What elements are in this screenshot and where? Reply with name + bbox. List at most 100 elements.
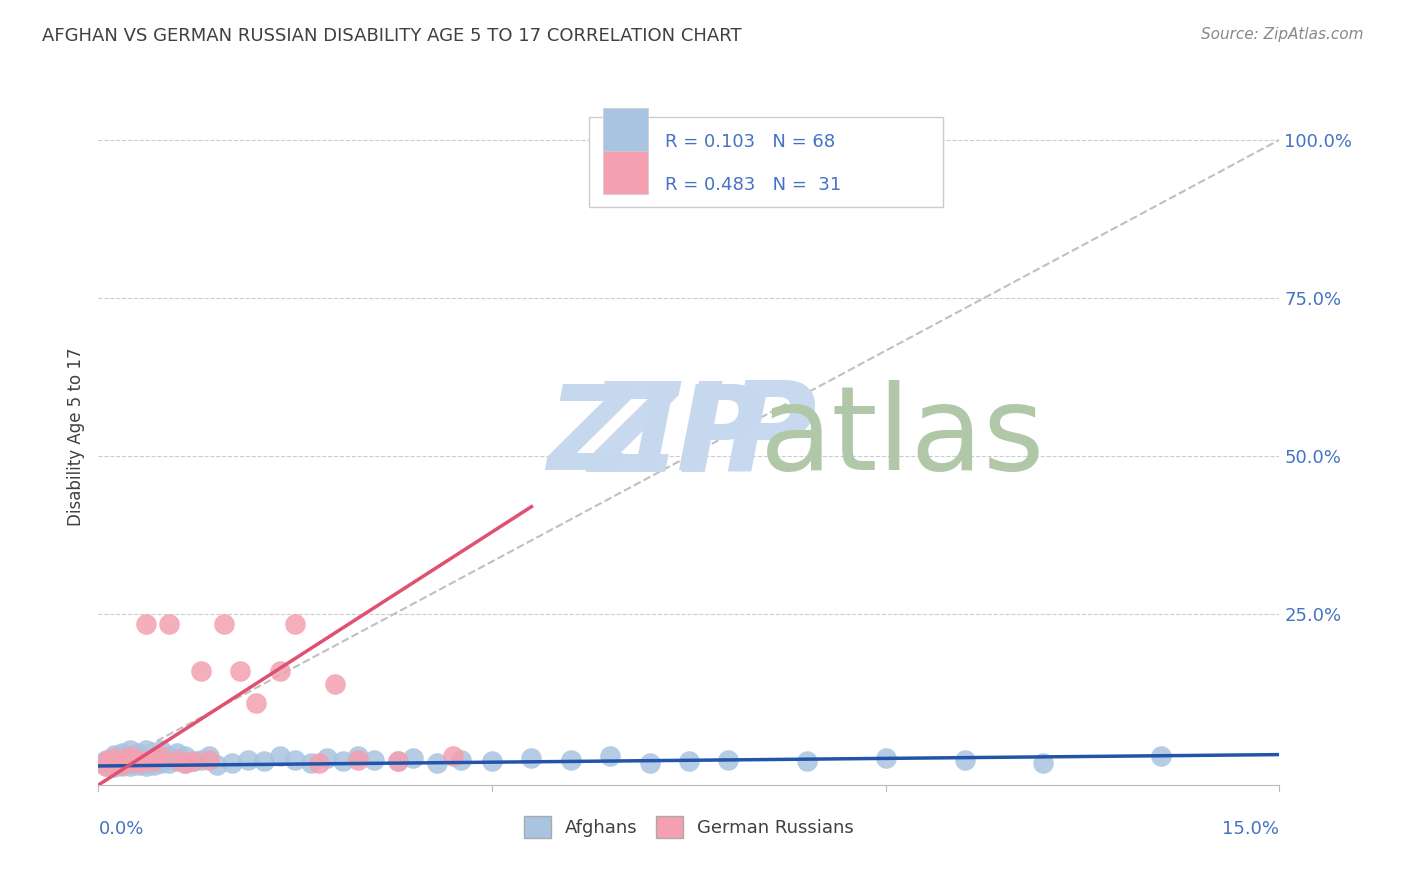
Point — [796, 754, 818, 768]
Point — [135, 743, 157, 757]
Point — [347, 753, 370, 767]
Point — [135, 759, 157, 773]
Text: AFGHAN VS GERMAN RUSSIAN DISABILITY AGE 5 TO 17 CORRELATION CHART: AFGHAN VS GERMAN RUSSIAN DISABILITY AGE … — [42, 27, 742, 45]
Point — [142, 754, 165, 768]
Text: ZIPatlas: ZIPatlas — [589, 376, 1160, 498]
Point — [166, 753, 188, 767]
Point — [135, 753, 157, 767]
Point — [638, 756, 661, 770]
Point — [111, 759, 134, 773]
Point — [142, 754, 165, 768]
Point — [174, 749, 197, 764]
Point — [181, 754, 204, 768]
Text: 0.0%: 0.0% — [98, 820, 143, 838]
Point — [229, 664, 252, 678]
Point — [127, 751, 149, 765]
Point — [953, 753, 976, 767]
Point — [127, 753, 149, 767]
Point — [111, 756, 134, 770]
Point — [197, 749, 219, 764]
Point — [214, 616, 236, 631]
Point — [221, 756, 243, 770]
Point — [135, 756, 157, 770]
Point — [174, 756, 197, 770]
Point — [103, 760, 125, 774]
Point — [96, 759, 118, 773]
Point — [96, 756, 118, 770]
Point — [135, 616, 157, 631]
Point — [103, 751, 125, 765]
Point — [875, 751, 897, 765]
Point — [402, 751, 425, 765]
Point — [103, 757, 125, 772]
Point — [135, 754, 157, 768]
Point — [142, 757, 165, 772]
Point — [103, 754, 125, 768]
Point — [118, 754, 141, 768]
Point — [181, 754, 204, 768]
Point — [190, 664, 212, 678]
Point — [323, 677, 346, 691]
FancyBboxPatch shape — [603, 151, 648, 194]
Point — [1150, 749, 1173, 764]
Point — [253, 754, 276, 768]
Legend: Afghans, German Russians: Afghans, German Russians — [516, 809, 862, 846]
Point — [197, 753, 219, 767]
Point — [111, 749, 134, 764]
Point — [426, 756, 449, 770]
Text: R = 0.103   N = 68: R = 0.103 N = 68 — [665, 134, 835, 152]
Point — [127, 747, 149, 761]
Point — [1032, 756, 1054, 770]
Point — [174, 756, 197, 770]
Point — [111, 757, 134, 772]
Point — [150, 753, 173, 767]
Point — [205, 757, 228, 772]
Text: ZIP: ZIP — [589, 376, 817, 498]
Point — [166, 754, 188, 768]
Point — [315, 751, 337, 765]
Point — [166, 747, 188, 761]
Y-axis label: Disability Age 5 to 17: Disability Age 5 to 17 — [66, 348, 84, 526]
Text: atlas: atlas — [759, 380, 1045, 494]
Point — [284, 753, 307, 767]
Point — [284, 616, 307, 631]
Point — [150, 756, 173, 770]
Text: R = 0.483   N =  31: R = 0.483 N = 31 — [665, 176, 842, 194]
Point — [111, 747, 134, 761]
Point — [96, 753, 118, 767]
Point — [103, 751, 125, 765]
Point — [520, 751, 543, 765]
Point — [347, 749, 370, 764]
Point — [269, 749, 291, 764]
Point — [599, 749, 621, 764]
Point — [118, 759, 141, 773]
Point — [96, 759, 118, 773]
Point — [717, 753, 740, 767]
Text: ZIP: ZIP — [547, 380, 763, 494]
Point — [118, 749, 141, 764]
Point — [190, 753, 212, 767]
Point — [157, 749, 180, 764]
FancyBboxPatch shape — [603, 108, 648, 152]
Point — [118, 743, 141, 757]
Point — [127, 756, 149, 770]
Point — [157, 756, 180, 770]
Point — [157, 616, 180, 631]
Point — [118, 749, 141, 764]
Point — [245, 696, 267, 710]
Point — [269, 664, 291, 678]
Point — [363, 753, 385, 767]
Point — [150, 743, 173, 757]
Point — [150, 749, 173, 764]
Point — [299, 756, 322, 770]
Point — [332, 754, 354, 768]
Point — [678, 754, 700, 768]
Point — [450, 753, 472, 767]
Point — [387, 754, 409, 768]
Point — [142, 751, 165, 765]
Text: Source: ZipAtlas.com: Source: ZipAtlas.com — [1201, 27, 1364, 42]
Point — [103, 747, 125, 762]
Point — [103, 756, 125, 770]
Point — [127, 754, 149, 768]
Point — [111, 753, 134, 767]
